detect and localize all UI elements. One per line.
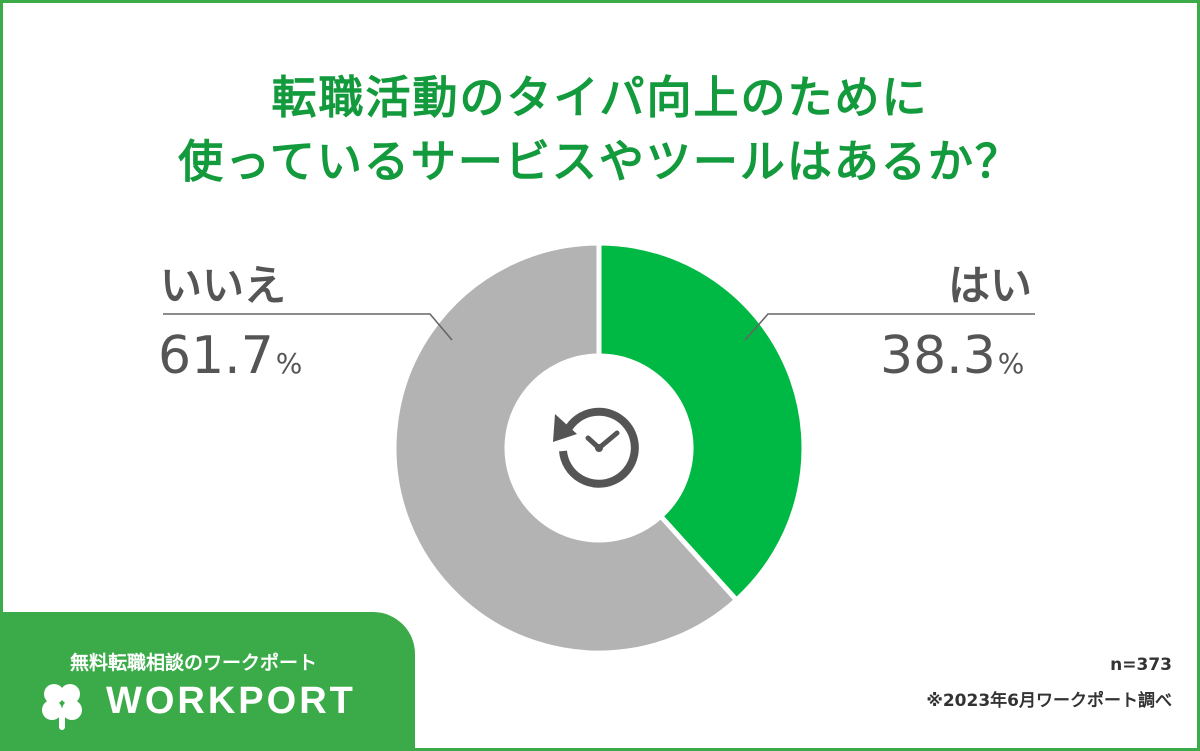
label-yes-unit: % [997, 347, 1025, 380]
brand-logo-text: WORKPORT [106, 680, 356, 722]
clover-icon [42, 684, 82, 730]
label-yes-number: 38.3 [880, 326, 996, 386]
title-line-1: 転職活動のタイパ向上のために [271, 71, 929, 124]
source-note: ※2023年6月ワークポート調べ [926, 691, 1172, 711]
clock-refresh-icon [553, 407, 639, 488]
label-no-value: 61.7% [158, 326, 302, 386]
title-line-2: 使っているサービスやツールはあるか？ [178, 135, 1022, 188]
label-no-number: 61.7 [158, 326, 274, 386]
sample-size: n=373 [1110, 655, 1172, 675]
label-no-unit: % [275, 347, 303, 380]
label-yes-value: 38.3% [880, 326, 1024, 386]
chart-title: 転職活動のタイパ向上のために 使っているサービスやツールはあるか？ [0, 66, 1200, 194]
brand-tagline: 無料転職相談のワークポート [70, 652, 318, 674]
brand-panel [0, 612, 415, 751]
leader-line-no [163, 313, 453, 341]
leader-line-yes [744, 313, 1035, 341]
label-no-name: いいえ [160, 261, 287, 310]
donut-slice-no [391, 240, 741, 656]
label-yes-name: はい [948, 261, 1033, 310]
